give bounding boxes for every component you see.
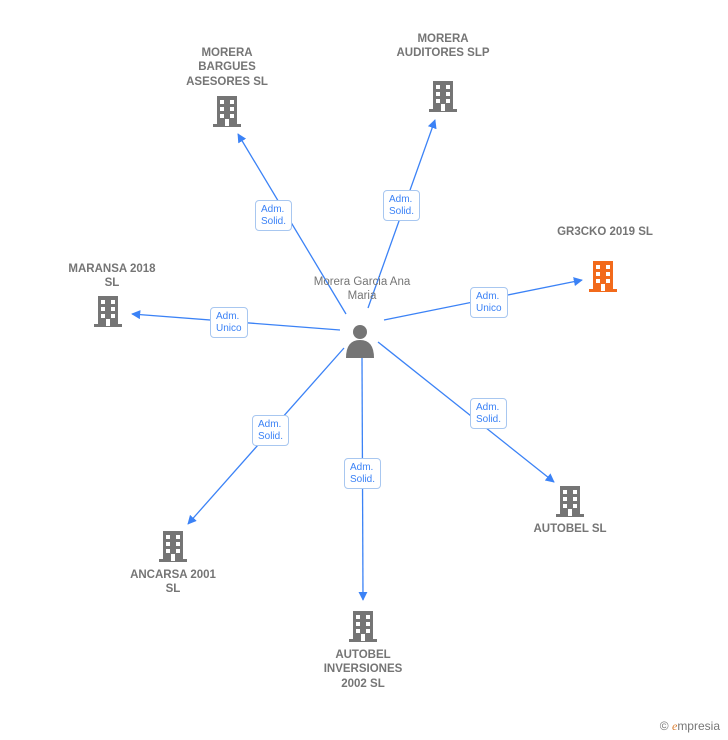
node-label-autobel: AUTOBEL SL (520, 522, 620, 536)
node-maransa[interactable] (90, 292, 126, 333)
building-icon (425, 77, 461, 113)
node-morera-bargues[interactable] (209, 92, 245, 133)
edge-label: Adm.Solid. (255, 200, 292, 231)
node-label-gr3cko: GR3CKO 2019 SL (555, 225, 655, 239)
edge-label: Adm.Unico (470, 287, 508, 318)
edge-label: Adm.Solid. (383, 190, 420, 221)
node-label-morera-auditores: MORERA AUDITORES SLP (393, 32, 493, 61)
node-gr3cko[interactable] (585, 257, 621, 298)
edge-label: Adm.Solid. (344, 458, 381, 489)
person-icon (346, 325, 374, 358)
edge-line (378, 342, 554, 482)
node-autobel-inv[interactable] (345, 607, 381, 648)
copyright-symbol: © (660, 719, 669, 733)
edge-label: Adm.Solid. (252, 415, 289, 446)
edge-label: Adm.Unico (210, 307, 248, 338)
copyright: © empresia (660, 719, 720, 734)
building-icon (209, 92, 245, 128)
building-icon (155, 527, 191, 563)
node-morera-auditores[interactable] (425, 77, 461, 118)
copyright-text: mpresia (677, 719, 720, 733)
node-label-autobel-inv: AUTOBEL INVERSIONES 2002 SL (313, 648, 413, 691)
building-icon (552, 482, 588, 518)
edge-label: Adm.Solid. (470, 398, 507, 429)
building-icon (585, 257, 621, 293)
node-label-ancarsa: ANCARSA 2001 SL (123, 568, 223, 597)
building-icon (345, 607, 381, 643)
node-autobel[interactable] (552, 482, 588, 523)
center-label: Morera Garcia Ana Maria (312, 275, 412, 304)
node-label-maransa: MARANSA 2018 SL (62, 262, 162, 291)
node-label-morera-bargues: MORERA BARGUES ASESORES SL (177, 46, 277, 89)
node-ancarsa[interactable] (155, 527, 191, 568)
building-icon (90, 292, 126, 328)
